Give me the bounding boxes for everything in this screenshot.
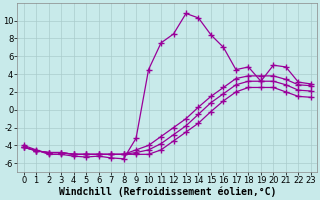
X-axis label: Windchill (Refroidissement éolien,°C): Windchill (Refroidissement éolien,°C) [59,187,276,197]
